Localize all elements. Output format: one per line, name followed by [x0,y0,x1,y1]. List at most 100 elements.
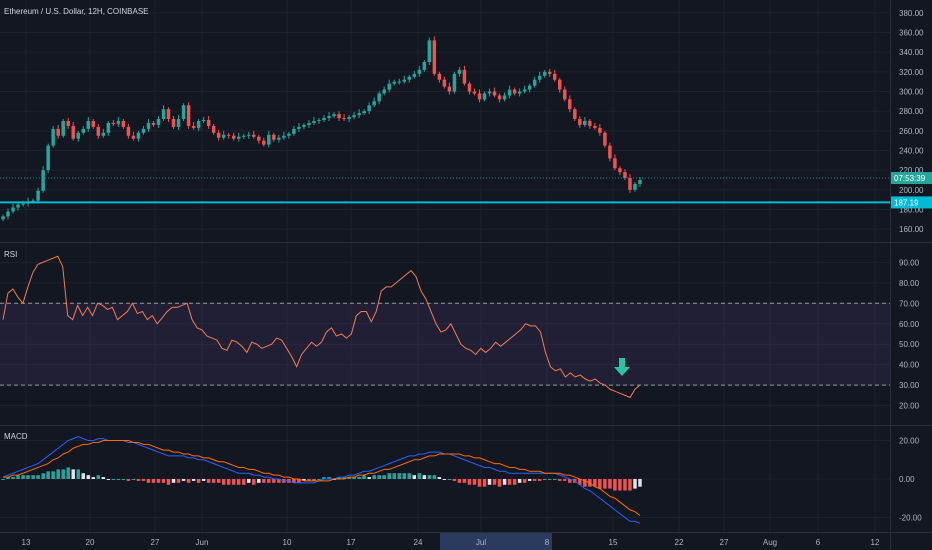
macd-histogram-bar [638,479,642,487]
candle-body [236,136,241,139]
macd-histogram-bar [402,473,407,479]
macd-histogram-bar [322,477,326,479]
candle-body [372,101,376,106]
candle-body [558,79,562,90]
macd-histogram-bar [176,479,181,483]
countdown-badge-text: 07:53:39 [894,174,926,183]
candle-body [151,122,156,125]
x-axis-highlight [440,533,552,550]
macd-histogram-bar [36,475,40,479]
candle-body [111,122,116,124]
macd-histogram-bar [497,479,502,487]
macd-histogram-bar [357,477,361,479]
macd-histogram-bar [26,475,30,479]
macd-histogram-bar [352,477,356,479]
y-tick-label: 240.00 [899,147,924,156]
macd-histogram-bar [603,479,607,489]
macd-histogram-bar [537,479,542,481]
macd-histogram-bar [16,475,20,479]
macd-histogram-bar [457,479,462,483]
macd-histogram-bar [236,479,241,485]
macd-histogram-bar [377,475,381,479]
y-tick-label: 80.00 [899,279,920,288]
macd-histogram-bar [467,479,472,485]
candle-body [377,93,381,102]
macd-histogram-bar [71,469,75,479]
macd-histogram-bar [161,479,166,483]
macd-histogram-bar [462,479,467,483]
macd-histogram-bar [407,473,412,479]
macd-histogram-bar [472,479,477,485]
candle-body [482,93,487,100]
candle-body [11,207,15,212]
candle-body [287,133,291,136]
macd-histogram-bar [206,479,211,483]
macd-histogram-bar [196,479,201,483]
y-tick-label: 280.00 [899,107,924,116]
macd-histogram-bar [151,479,156,483]
candle-body [292,128,296,134]
candle-body [166,109,171,120]
macd-histogram-bar [307,479,311,481]
macd-histogram-bar [156,479,161,483]
macd-histogram-bar [292,479,296,483]
candle-body [362,111,366,114]
candle-body [467,83,472,92]
macd-histogram-bar [442,479,447,480]
macd-signal-line [3,440,641,516]
candle-body [216,132,221,138]
rsi-pane-label: RSI [4,250,17,259]
candle-body [106,122,111,133]
macd-histogram-bar [106,479,111,480]
macd-histogram-bar [141,479,146,481]
candle-body [131,135,136,139]
macd-histogram-bar [242,479,246,485]
candle-body [307,122,311,125]
candle-body [522,89,527,92]
candle-body [337,114,341,119]
candle-body [96,126,101,136]
candle-body [176,119,181,127]
x-tick-label: 12 [871,538,880,547]
price-pane[interactable] [0,36,890,222]
rsi-pane[interactable] [0,255,890,399]
candle-body [487,91,492,94]
candle-body [16,204,20,208]
candle-body [201,120,206,122]
macd-histogram-bar [618,479,622,491]
y-tick-label: 360.00 [899,29,924,38]
candle-body [547,71,552,74]
candle-body [432,40,437,74]
candle-body [41,170,45,191]
candle-body [352,115,356,118]
macd-histogram-bar [46,471,50,479]
candle-body [277,137,281,140]
candle-body [527,85,532,90]
candle-body [552,73,557,80]
candle-body [603,132,607,146]
macd-histogram-bar [412,475,417,479]
macd-histogram-bar [181,479,186,481]
candle-body [392,81,396,84]
candle-body [171,119,176,127]
macd-histogram-bar [121,479,126,480]
candle-body [472,91,477,94]
candle-body [507,89,512,96]
macd-histogram-bar [101,477,106,479]
x-tick-label: 24 [414,538,423,547]
macd-histogram-bar [111,479,116,480]
candle-body [342,118,346,120]
macd-histogram-bar [146,479,151,483]
macd-histogram-bar [387,473,391,479]
x-tick-label: 15 [609,538,618,547]
macd-histogram-bar [628,479,632,491]
macd-histogram-bar [186,479,191,483]
macd-histogram-bar [392,473,396,479]
x-tick-label: 22 [675,538,684,547]
macd-pane[interactable] [1,436,642,524]
candle-body [206,120,211,126]
candle-body [593,125,597,128]
chart-title: Ethereum / U.S. Dollar, 12H, COINBASE [4,7,149,16]
